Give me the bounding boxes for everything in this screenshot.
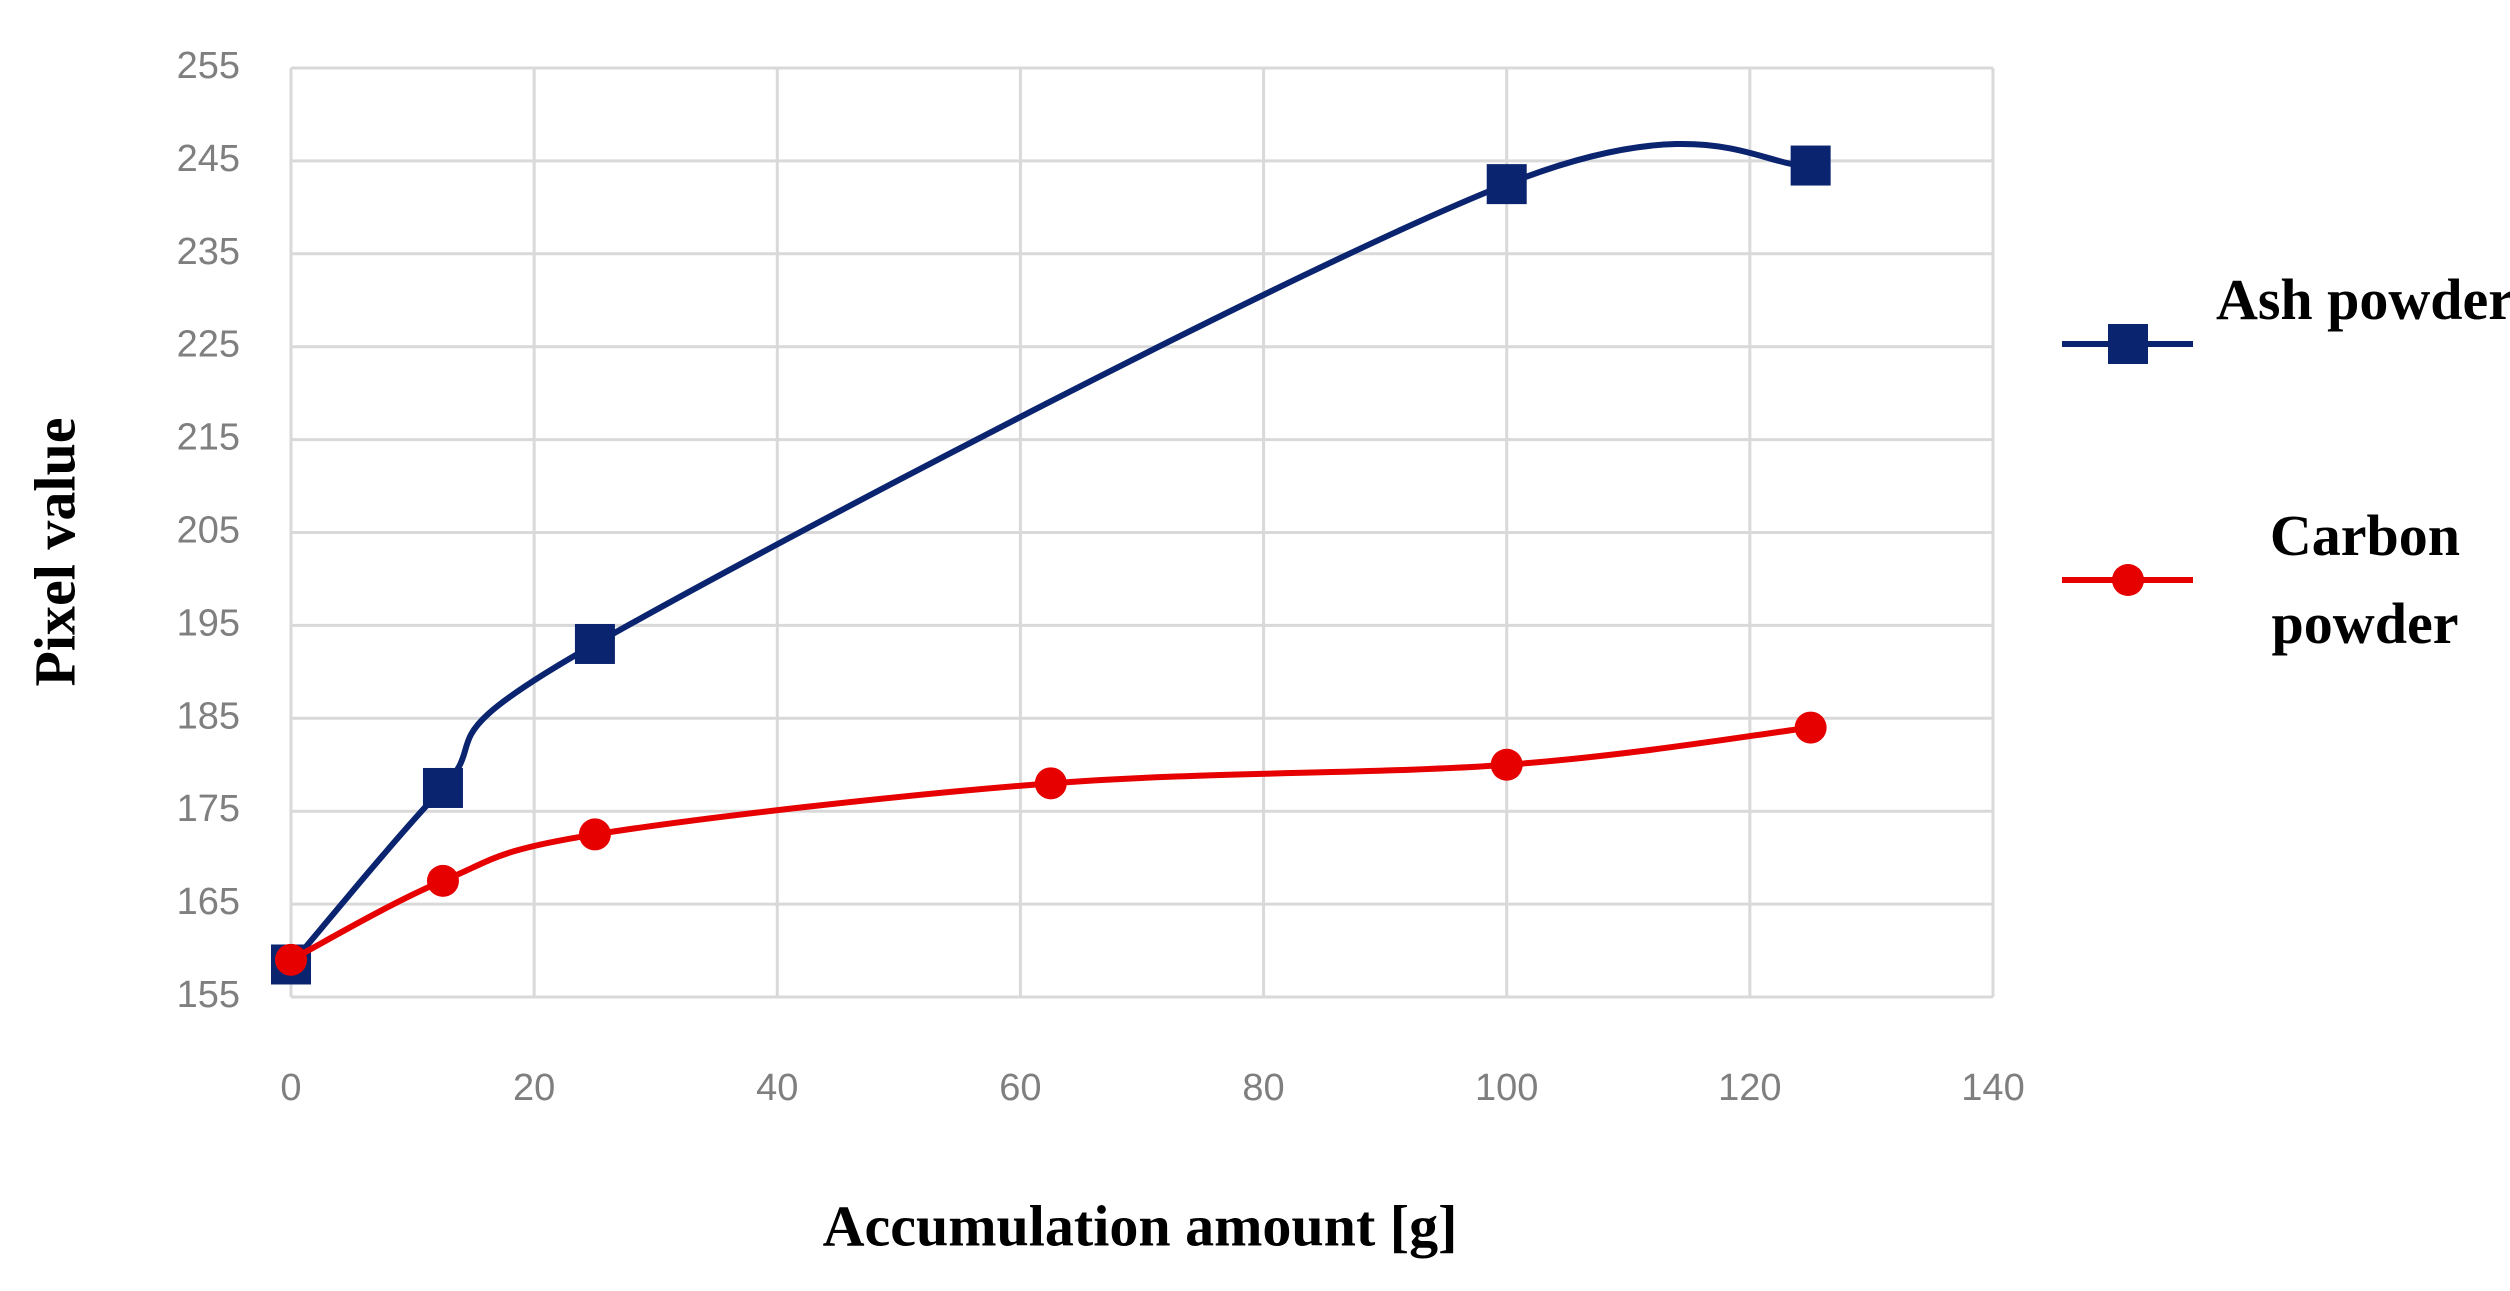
legend-item [2062, 564, 2193, 596]
series [271, 141, 1831, 985]
y-tick-label: 215 [177, 417, 240, 459]
x-tick-label: 140 [1961, 1067, 2024, 1109]
x-tick-label: 120 [1718, 1067, 1781, 1109]
marker [1794, 711, 1827, 744]
marker [426, 864, 459, 897]
y-tick-label: 245 [177, 138, 240, 180]
legend-marker [2108, 324, 2148, 364]
marker [1490, 748, 1523, 781]
x-tick-label: 40 [756, 1067, 798, 1109]
y-tick-label: 185 [177, 695, 240, 737]
legend-marker [2112, 564, 2144, 596]
y-tick-label: 165 [177, 881, 240, 923]
y-tick-label: 155 [177, 974, 240, 1016]
x-tick-label: 0 [280, 1067, 301, 1109]
x-tick-label: 20 [513, 1067, 555, 1109]
grid [289, 66, 1995, 999]
x-tick-label: 60 [999, 1067, 1041, 1109]
y-tick-label: 205 [177, 510, 240, 552]
marker [422, 767, 463, 808]
marker [1486, 164, 1527, 205]
x-tick-label: 80 [1242, 1067, 1284, 1109]
marker [1790, 145, 1831, 186]
marker [275, 943, 307, 976]
y-axis-title: Pixel value [22, 417, 87, 686]
y-tick-label: 195 [177, 602, 240, 644]
y-tick-label: 175 [177, 788, 240, 830]
marker [1034, 767, 1067, 800]
line [288, 141, 1811, 967]
x-axis-title: Accumulation amount [g] [823, 1193, 1458, 1258]
line [289, 724, 1812, 963]
y-tick-label: 225 [177, 324, 240, 366]
marker [574, 623, 615, 664]
y-tick-label: 235 [177, 231, 240, 273]
y-tick-label: 255 [177, 45, 240, 87]
x-tick-label: 100 [1475, 1067, 1538, 1109]
legend-item [2062, 324, 2193, 364]
legend-label: Ash powder [2215, 267, 2510, 332]
series [275, 711, 1827, 976]
marker [578, 818, 611, 851]
legend-label: Carbon powder [2269, 503, 2461, 656]
